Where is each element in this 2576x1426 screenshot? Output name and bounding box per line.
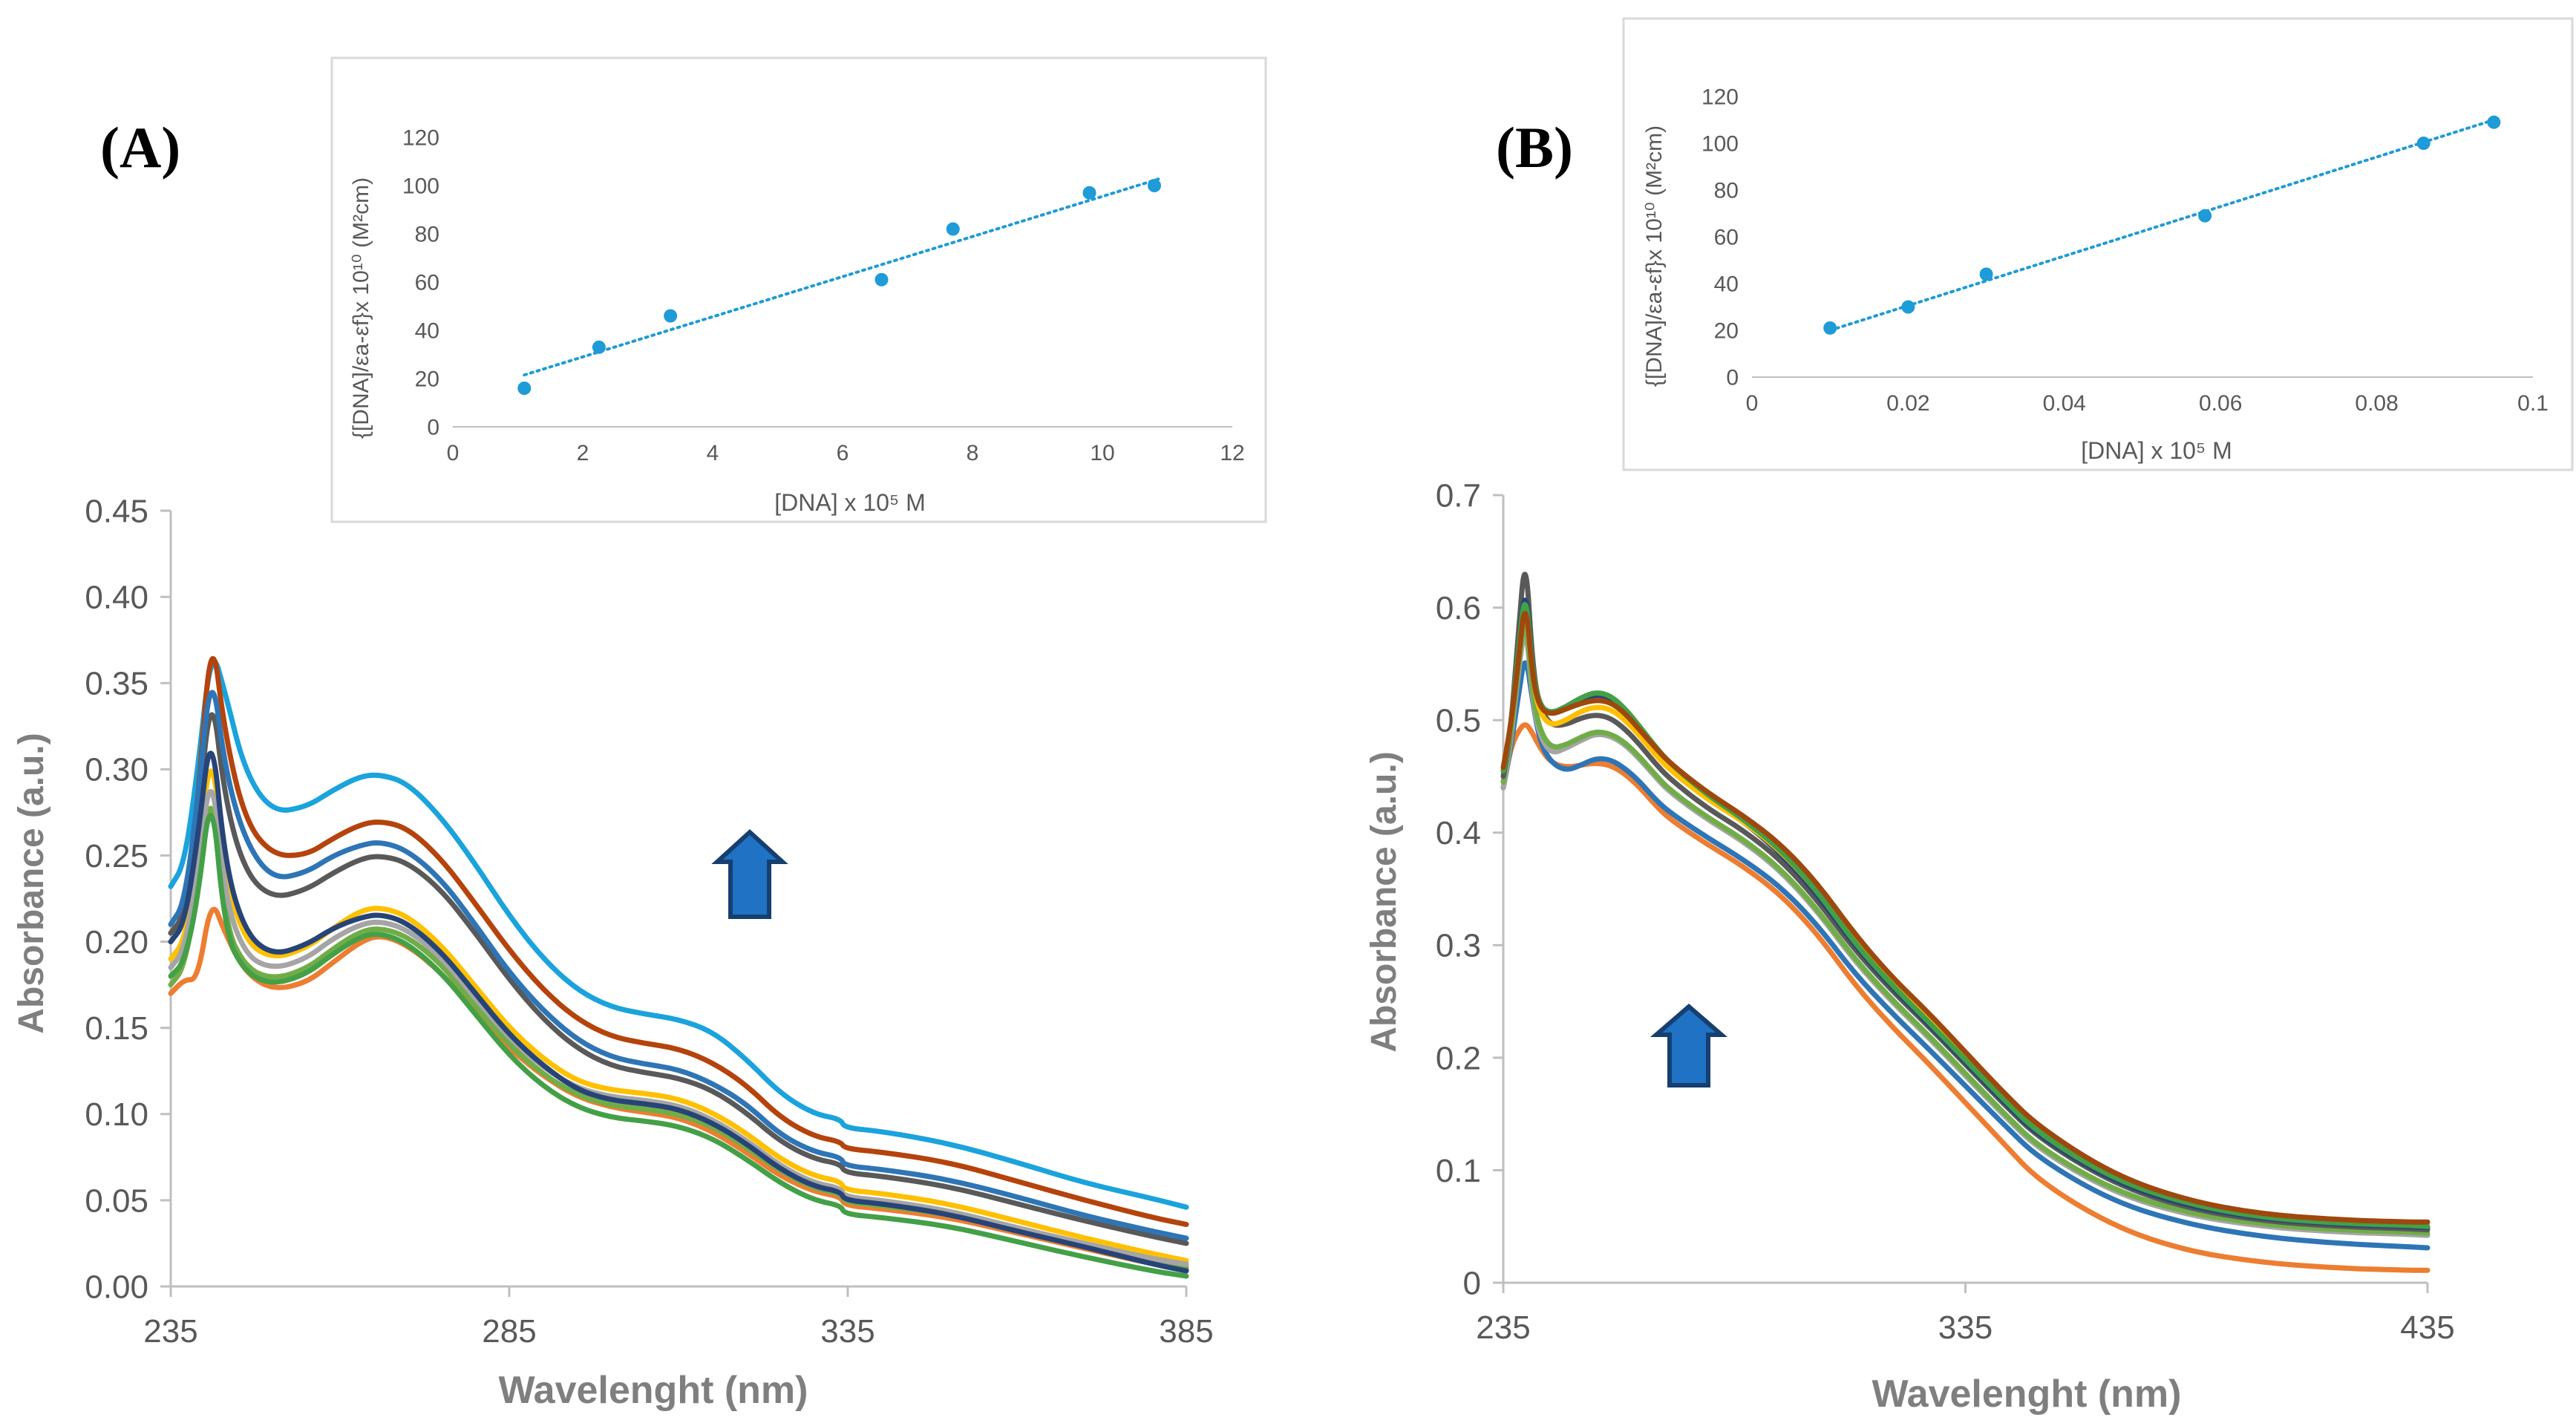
chart-a-xtick-label: 385 [1159,1313,1213,1350]
inset-a-data-point [517,382,532,395]
chart-a-ytick-label: 0.40 [85,580,148,616]
inset-b-ytick-label: 20 [1714,319,1739,344]
inset-b-data-point [2487,115,2501,129]
chart-b-xtick-label: 235 [1476,1309,1530,1346]
inset-a-ytick-label: 120 [402,126,439,151]
chart-a-ytick-label: 0.25 [85,838,148,874]
chart-a-series-line-9 [168,750,1189,1274]
inset-a-xtick-label: 10 [1090,441,1114,465]
chart-b-ytick-label: 0.2 [1436,1040,1481,1076]
inset-a-data-point [946,222,960,236]
chart-b-ylabel: Absorbance (a.u.) [1364,751,1404,1052]
inset-a-data-point [592,340,606,354]
chart-a-series-line-10 [168,813,1189,1279]
chart-b-ytick-label: 0 [1463,1265,1481,1301]
chart-a-xlabel: Wavelenght (nm) [499,1369,808,1412]
inset-b-ylabel: {[DNA]/εa-εf}x 10¹⁰ (M²cm) [1642,125,1667,387]
chart-a-ytick-label: 0.05 [85,1183,148,1219]
inset-b-ytick-label: 0 [1726,366,1739,390]
inset-b-ytick-label: 80 [1714,179,1739,203]
chart-b-absorbance: 0 0.1 0.2 0.3 0.4 0.5 0.6 0.7 235 335 435 Wavelen… [1364,477,2455,1416]
inset-b-xtick-label: 0.04 [2043,391,2086,416]
inset-a-xtick-label: 2 [577,441,589,465]
chart-a-ytick-label: 0.20 [85,924,148,961]
chart-b-arrow-icon [1650,1004,1728,1088]
inset-b-xlabel: [DNA] x 10⁵ M [2081,437,2232,464]
chart-a-ytick-label: 0.30 [85,752,148,788]
inset-b-xtick-label: 0.08 [2355,391,2398,416]
chart-b-series-line-4 [1500,623,2430,1236]
chart-b-xtick-label: 335 [1938,1309,1993,1346]
chart-b-ytick-label: 0.4 [1436,815,1481,851]
inset-b-xtick-label: 0.02 [1886,391,1929,416]
panel-label-a: (A) [100,115,180,180]
inset-b-ytick-label: 120 [1701,85,1739,110]
chart-b-ytick-label: 0.1 [1436,1153,1481,1189]
inset-a-data-point [664,309,678,323]
inset-a-xlabel: [DNA] x 10⁵ M [774,489,926,516]
inset-a-xtick-label: 12 [1220,441,1244,465]
inset-a-xtick-label: 8 [967,441,979,465]
chart-a-xtick-label: 335 [820,1313,875,1350]
inset-b-xtick-label: 0 [1746,391,1759,416]
panel-label-b: (B) [1496,115,1573,180]
inset-a-ytick-label: 20 [415,367,439,392]
inset-b-data-point [1901,300,1915,314]
chart-a-ytick-label: 0.45 [85,493,148,529]
inset-a-xtick-label: 0 [447,441,460,465]
inset-a-data-point [1148,179,1161,192]
inset-a-ytick-label: 0 [427,416,439,440]
inset-a-data-point [1082,186,1096,200]
inset-b-data-point [1823,321,1837,335]
inset-a-ytick-label: 40 [415,319,439,344]
inset-a-ytick-label: 100 [402,174,439,199]
chart-a-xtick-label: 285 [482,1313,536,1350]
inset-a-ytick-label: 80 [415,223,439,247]
inset-b-xtick-label: 0.1 [2517,391,2549,416]
inset-a-ylabel: {[DNA]/εa-εf}x 10¹⁰ (M²cm) [349,177,373,439]
chart-a-series-line-6 [168,690,1189,1241]
chart-b-ytick-label: 0.3 [1436,928,1481,964]
chart-a-ylabel: Absorbance (a.u.) [12,733,51,1033]
chart-b-ytick-label: 0.6 [1436,590,1481,627]
inset-b-data-point [2416,137,2430,150]
chart-a-ytick-label: 0.10 [85,1096,148,1133]
chart-a-ytick-label: 0.00 [85,1269,148,1305]
chart-a-xtick-label: 235 [143,1313,197,1350]
inset-b-xtick-label: 0.06 [2199,391,2242,416]
inset-a-ytick-label: 60 [415,271,439,295]
chart-a-arrow-icon [711,828,788,919]
inset-a-trendline [523,177,1163,377]
chart-b-ytick-label: 0.5 [1436,703,1481,739]
chart-b-ytick-label: 0.7 [1436,477,1481,514]
inset-a-xtick-label: 6 [837,441,849,465]
chart-a-series-line-4 [168,712,1189,1246]
inset-b-data-point [2198,209,2212,223]
inset-b-ytick-label: 60 [1714,226,1739,250]
chart-b-inset-binding-plot: 0 20 40 60 80 100 120 0 0.02 0.04 0.06 0.08 0.1 [DN… [1622,17,2574,471]
chart-b-xlabel: Wavelenght (nm) [1872,1373,2182,1416]
chart-a-series-line-1 [168,659,1189,1210]
inset-b-ytick-label: 100 [1701,132,1739,157]
chart-b-xtick-label: 435 [2400,1309,2454,1346]
inset-b-trendline [1828,118,2496,332]
inset-a-data-point [875,272,889,287]
inset-b-data-point [1979,267,1993,281]
chart-a-ytick-label: 0.35 [85,666,148,702]
chart-b-series-line-9 [1500,610,2430,1225]
chart-a-ytick-label: 0.15 [85,1010,148,1047]
chart-a-series-line-2 [168,655,1189,1227]
chart-b-series-line-1 [1500,722,2430,1273]
inset-a-xtick-label: 4 [707,441,719,465]
chart-a-absorbance: 0.00 0.05 0.10 0.15 0.20 0.25 0.30 0.35 0.40 0.45… [12,493,1214,1412]
inset-b-ytick-label: 40 [1714,272,1739,297]
